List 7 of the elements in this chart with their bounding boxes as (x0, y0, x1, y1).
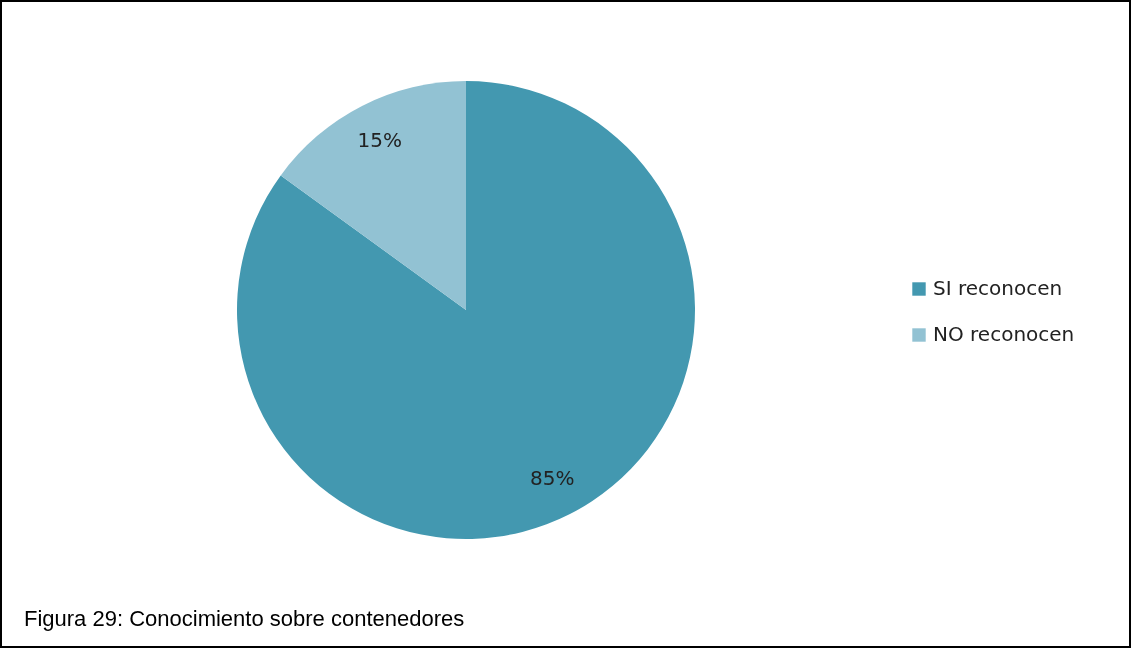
data-label: 15% (357, 127, 402, 152)
pie-slice (280, 81, 466, 310)
legend-label: NO reconocen (933, 322, 1075, 346)
data-label: 85% (530, 466, 575, 491)
text: Figura 29: Conocimiento sobre contenedores (24, 606, 465, 632)
legend-label: SI reconocen (933, 276, 1063, 300)
pie-slice (237, 81, 695, 539)
